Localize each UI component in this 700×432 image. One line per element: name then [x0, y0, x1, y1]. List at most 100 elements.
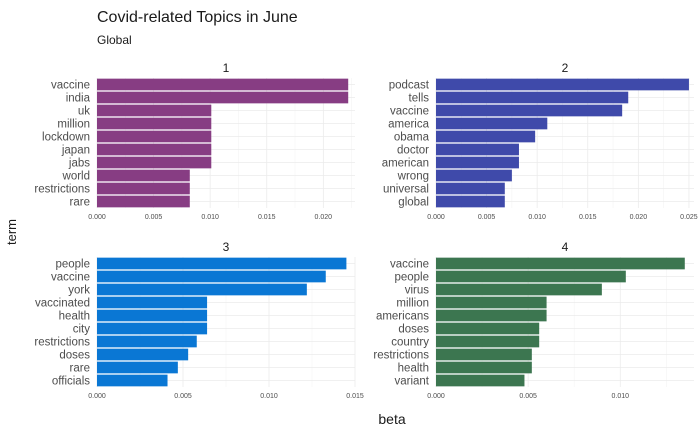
y-tick-label: health: [398, 363, 429, 375]
x-tick-label: 0.010: [260, 393, 278, 400]
y-tick-label: vaccine: [390, 106, 429, 118]
bar-vaccinated: [97, 296, 208, 309]
y-tick-label: doses: [398, 324, 429, 336]
bar-country: [436, 335, 540, 348]
x-tick-label: 0.005: [519, 393, 537, 400]
y-tick-label: million: [57, 119, 90, 131]
bar-york: [97, 283, 307, 296]
bar-vaccine: [97, 270, 326, 283]
bar-health: [97, 309, 208, 322]
y-tick-label: virus: [405, 285, 430, 297]
x-tick-label: 0.000: [427, 393, 445, 400]
bar-vaccine: [436, 104, 623, 117]
x-tick-label: 0.020: [630, 214, 648, 221]
facet-panel-4: 4 0.000 0.005 0.010 vaccinepeoplevirusmillio…: [373, 240, 694, 400]
bar-universal: [436, 182, 505, 195]
y-tick-label: people: [394, 272, 429, 284]
bar-restrictions: [97, 182, 190, 195]
facet-label: 3: [223, 240, 230, 254]
y-tick-label: doctor: [397, 145, 429, 157]
y-tick-label: restrictions: [34, 337, 90, 349]
y-tick-label: universal: [383, 184, 429, 196]
bar-lockdown: [97, 130, 212, 143]
y-tick-label: york: [68, 285, 90, 297]
bar-india: [97, 91, 349, 104]
bar-million: [436, 296, 547, 309]
y-tick-label: vaccine: [51, 80, 90, 92]
bar-variant: [436, 374, 525, 387]
x-tick-label: 0.020: [315, 214, 333, 221]
bar-uk: [97, 104, 212, 117]
y-tick-label: podcast: [389, 80, 430, 92]
facet-label: 2: [562, 61, 569, 75]
x-tick-label: 0.015: [258, 214, 276, 221]
x-tick-label: 0.015: [346, 393, 364, 400]
y-tick-label: people: [55, 259, 90, 271]
bar-doctor: [436, 143, 519, 156]
bar-wrong: [436, 169, 512, 182]
x-tick-label: 0.010: [612, 393, 630, 400]
facet-panel-1: 1 0.000 0.005 0.010 0.015 0.020 vaccineindiauk…: [34, 61, 355, 221]
x-tick-label: 0.005: [478, 214, 496, 221]
bar-officials: [97, 374, 168, 387]
y-tick-label: vaccinated: [35, 298, 90, 310]
y-tick-label: obama: [394, 132, 430, 144]
y-tick-label: world: [62, 171, 90, 183]
bar-obama: [436, 130, 536, 143]
bar-americans: [436, 309, 547, 322]
y-tick-label: global: [398, 197, 429, 209]
y-tick-label: doses: [59, 350, 90, 362]
bar-health: [436, 361, 532, 374]
bar-tells: [436, 91, 629, 104]
y-tick-label: lockdown: [42, 132, 90, 144]
bar-city: [97, 322, 208, 335]
y-tick-label: restrictions: [34, 184, 90, 196]
bar-world: [97, 169, 190, 182]
bar-global: [436, 195, 505, 208]
y-tick-label: vaccine: [51, 272, 90, 284]
chart-title: Covid-related Topics in June: [97, 9, 298, 26]
y-tick-label: tells: [409, 93, 430, 105]
facet-panels: 10.000 0.005 0.010 0.015 0.020vaccineindiauk…: [34, 61, 697, 400]
bar-doses: [436, 322, 540, 335]
x-tick-label: 0.015: [579, 214, 597, 221]
bar-rare: [97, 195, 190, 208]
bar-doses: [97, 348, 189, 361]
bar-vaccine: [436, 257, 685, 270]
bar-rare: [97, 361, 178, 374]
y-tick-label: india: [66, 93, 91, 105]
bar-american: [436, 156, 519, 169]
facet-label: 4: [562, 240, 569, 254]
y-tick-label: rare: [70, 197, 90, 209]
bar-japan: [97, 143, 212, 156]
y-tick-label: vaccine: [390, 259, 429, 271]
facet-panel-3: 3 0.000 0.005 0.010 0.015 peoplevaccineyorkva…: [34, 240, 363, 400]
y-tick-label: america: [388, 119, 430, 131]
bar-people: [97, 257, 347, 270]
y-tick-label: health: [59, 311, 90, 323]
y-tick-label: variant: [394, 376, 429, 388]
y-tick-label: officials: [52, 376, 90, 388]
y-tick-label: country: [391, 337, 429, 349]
bar-people: [436, 270, 626, 283]
y-tick-label: jabs: [68, 158, 90, 170]
x-tick-label: 0.000: [427, 214, 445, 221]
y-tick-label: uk: [78, 106, 90, 118]
y-axis-title: term: [4, 219, 19, 245]
y-tick-label: million: [396, 298, 429, 310]
x-tick-label: 0.025: [680, 214, 698, 221]
y-tick-label: restrictions: [373, 350, 429, 362]
x-axis-title: beta: [378, 411, 405, 427]
y-tick-label: wrong: [397, 171, 429, 183]
y-tick-label: japan: [61, 145, 90, 157]
y-tick-label: city: [73, 324, 91, 336]
x-tick-label: 0.010: [201, 214, 219, 221]
x-tick-label: 0.000: [88, 214, 106, 221]
bar-america: [436, 117, 548, 130]
bar-virus: [436, 283, 602, 296]
facet-panel-2: 2 0.000 0.005 0.010 0.015 0.020 0.025 podcastte…: [382, 61, 698, 221]
bar-vaccine: [97, 78, 349, 91]
bar-podcast: [436, 78, 689, 91]
y-tick-label: rare: [70, 363, 90, 375]
x-tick-label: 0.005: [174, 393, 192, 400]
